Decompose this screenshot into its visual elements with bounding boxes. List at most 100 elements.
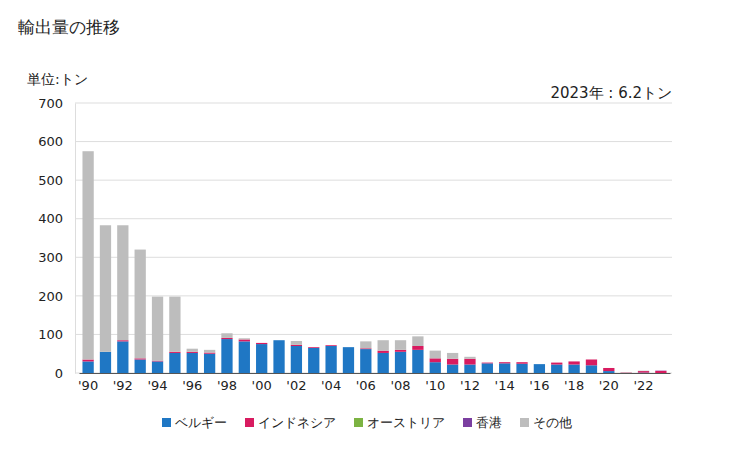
bar-segment xyxy=(239,339,250,340)
bar-segment xyxy=(273,340,284,341)
bar-segment xyxy=(430,362,441,373)
bar-segment xyxy=(204,354,215,373)
y-tick-label: 400 xyxy=(38,211,63,226)
bar-segment xyxy=(152,361,163,373)
bar-segment xyxy=(378,351,389,353)
bar-segment xyxy=(343,347,354,373)
bar-segment xyxy=(655,371,666,373)
bar-segment xyxy=(534,364,545,365)
bar-segment xyxy=(516,362,527,363)
x-tick-label: '22 xyxy=(633,378,653,393)
bar-segment xyxy=(568,365,579,373)
legend-item: インドネシア xyxy=(245,415,336,430)
y-axis-line xyxy=(75,104,76,374)
x-tick-label: '92 xyxy=(113,378,133,393)
bar-segment xyxy=(516,362,527,363)
bar-segment xyxy=(239,341,250,373)
bar-segment xyxy=(603,368,614,371)
bar-segment xyxy=(482,362,493,363)
bar-segment xyxy=(586,359,597,360)
bar-segment xyxy=(499,362,510,363)
bar-segment xyxy=(516,362,527,363)
bar-segment xyxy=(551,363,562,365)
grid-line xyxy=(75,103,672,104)
bar-segment xyxy=(655,370,666,371)
unit-label: 単位:トン xyxy=(27,71,88,87)
bar-segment xyxy=(516,364,527,373)
bar-segment xyxy=(586,360,597,366)
y-tick: 0 xyxy=(55,366,75,381)
legend-item: オーストリア xyxy=(354,415,445,430)
x-tick: '10 xyxy=(425,373,445,393)
x-tick-label: '12 xyxy=(460,378,480,393)
bar-segment xyxy=(430,351,441,359)
x-tick-label: '96 xyxy=(182,378,202,393)
bar-segment xyxy=(551,365,562,373)
bar-segment xyxy=(152,297,163,361)
bar-segment xyxy=(308,347,319,348)
grid-line xyxy=(75,257,672,258)
x-tick-label: '04 xyxy=(321,378,341,393)
bar-segment xyxy=(291,346,302,373)
bar-segment xyxy=(464,365,475,373)
bar-segment xyxy=(551,362,562,363)
bar-segment xyxy=(412,336,423,346)
x-tick-label: '08 xyxy=(390,378,410,393)
bar-segment xyxy=(273,340,284,341)
bar-segment xyxy=(256,342,267,343)
legend-label: 香港 xyxy=(476,415,502,430)
grid xyxy=(75,103,672,373)
bar-segment xyxy=(482,362,493,364)
bar-segment xyxy=(221,338,232,339)
x-tick: '18 xyxy=(564,373,584,393)
bar-segment xyxy=(360,349,371,373)
x-tick-label: '00 xyxy=(252,378,272,393)
bar-segment xyxy=(239,339,250,341)
bar-segment xyxy=(447,365,458,373)
bar-segment xyxy=(135,358,146,359)
bar-segment xyxy=(534,364,545,373)
bar-segment xyxy=(603,371,614,373)
bar-segment xyxy=(499,362,510,363)
bar-segment xyxy=(586,359,597,360)
bar-segment xyxy=(568,361,579,362)
y-tick: 500 xyxy=(38,173,75,188)
bar-segment xyxy=(256,342,267,343)
bar-segment xyxy=(169,352,180,353)
bar-segment xyxy=(603,367,614,368)
x-tick: '06 xyxy=(356,373,376,393)
bar-segment xyxy=(256,344,267,373)
bar-segment xyxy=(655,370,666,371)
bar-segment xyxy=(100,225,111,352)
bar-segment xyxy=(256,342,267,343)
bar-segment xyxy=(325,345,336,346)
bar-segment xyxy=(534,364,545,365)
legend-swatch xyxy=(354,418,363,427)
bar-segment xyxy=(291,345,302,346)
bar-segment xyxy=(100,352,111,373)
bar-segment xyxy=(551,362,562,363)
bar-segment xyxy=(169,297,180,352)
x-tick: '16 xyxy=(529,373,549,393)
x-tick: '08 xyxy=(390,373,410,393)
bar-segment xyxy=(586,359,597,360)
bar-segment xyxy=(603,367,614,368)
legend-item: ベルギー xyxy=(162,415,227,430)
title: 輸出量の推移 xyxy=(18,17,120,37)
x-tick: '00 xyxy=(252,373,272,393)
bar-segment xyxy=(239,339,250,340)
y-tick-label: 0 xyxy=(55,366,63,381)
bars xyxy=(82,151,666,373)
legend-label: その他 xyxy=(533,415,572,430)
legend-label: オーストリア xyxy=(367,415,445,430)
bar-segment xyxy=(187,349,198,352)
bar-segment xyxy=(499,362,510,363)
bar-segment xyxy=(447,359,458,365)
grid-line xyxy=(75,334,672,335)
bar-segment xyxy=(187,353,198,373)
bar-segment xyxy=(325,345,336,346)
grid-line xyxy=(75,295,672,296)
bar-segment xyxy=(360,341,371,348)
x-tick-label: '20 xyxy=(599,378,619,393)
x-tick: '02 xyxy=(286,373,306,393)
